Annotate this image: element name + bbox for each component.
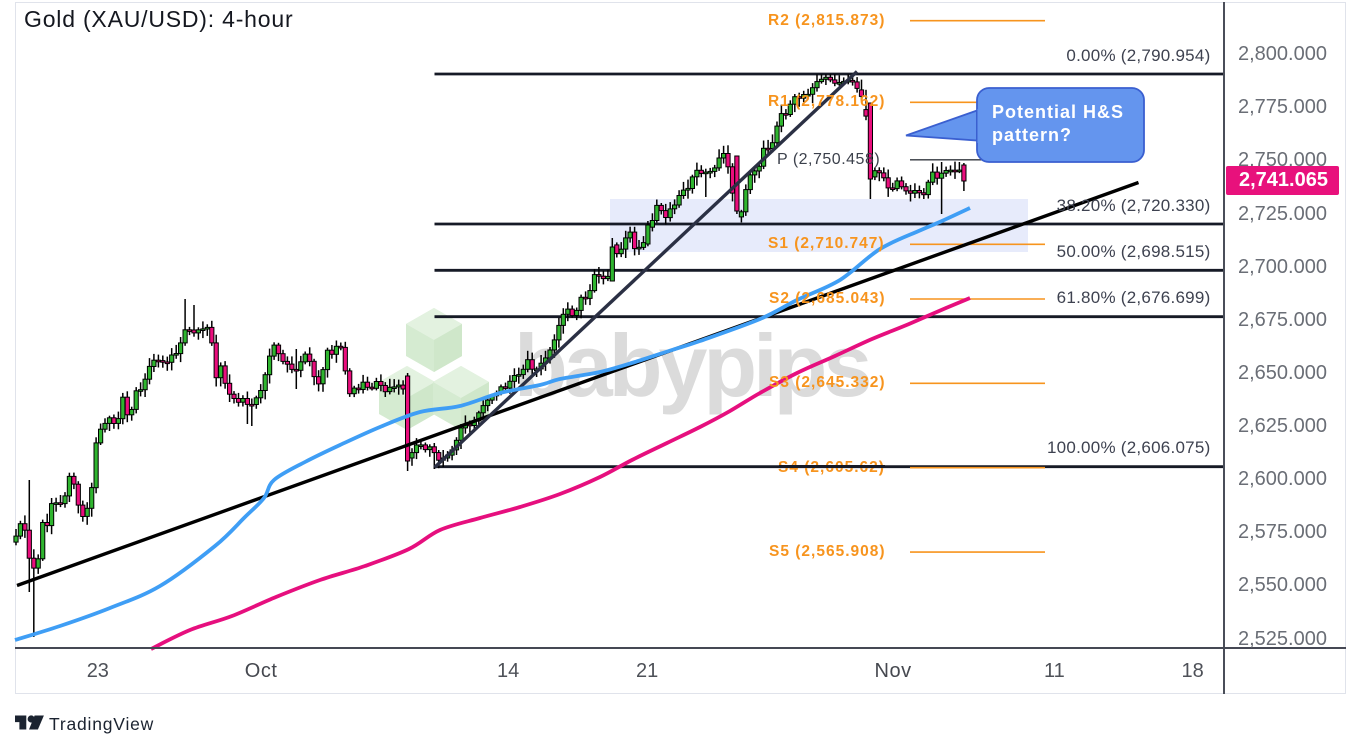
svg-text:TradingView: TradingView [49, 714, 154, 734]
